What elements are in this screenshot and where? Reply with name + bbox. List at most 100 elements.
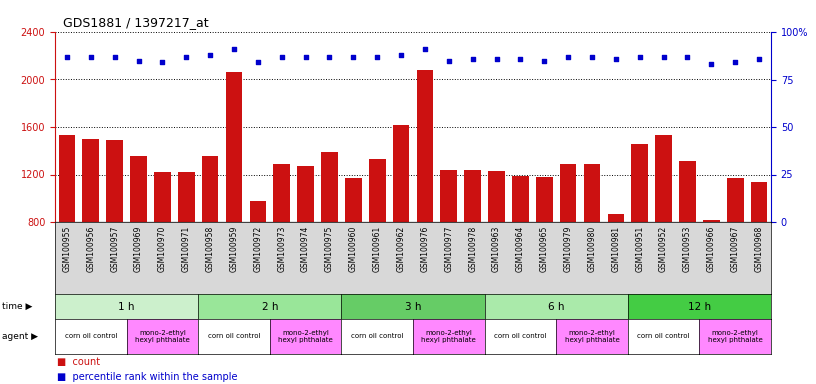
Point <box>442 58 455 64</box>
Point <box>705 61 718 67</box>
Text: 3 h: 3 h <box>405 301 421 311</box>
Bar <box>583 164 601 317</box>
Bar <box>512 176 529 317</box>
Point <box>275 54 288 60</box>
Point <box>251 59 264 65</box>
Text: 1 h: 1 h <box>118 301 135 311</box>
Text: corn oil control: corn oil control <box>208 333 260 339</box>
Point <box>370 54 384 60</box>
Bar <box>464 170 481 317</box>
Point <box>395 52 408 58</box>
Text: GSM100956: GSM100956 <box>86 226 95 272</box>
Bar <box>59 135 75 317</box>
Text: GSM100973: GSM100973 <box>277 226 286 272</box>
Bar <box>632 144 648 317</box>
Bar <box>106 140 123 317</box>
Text: mono-2-ethyl
hexyl phthalate: mono-2-ethyl hexyl phthalate <box>135 330 190 343</box>
Text: GSM100964: GSM100964 <box>516 226 525 272</box>
Bar <box>154 172 171 317</box>
Text: ■  percentile rank within the sample: ■ percentile rank within the sample <box>56 371 237 381</box>
Text: GSM100968: GSM100968 <box>755 226 764 272</box>
Point <box>610 56 623 62</box>
Point <box>729 59 742 65</box>
Text: GSM100953: GSM100953 <box>683 226 692 272</box>
Text: GSM100972: GSM100972 <box>253 226 263 272</box>
Bar <box>273 164 290 317</box>
Text: mono-2-ethyl
hexyl phthalate: mono-2-ethyl hexyl phthalate <box>565 330 619 343</box>
Bar <box>345 178 361 317</box>
Bar <box>655 135 672 317</box>
Text: GSM100967: GSM100967 <box>730 226 739 272</box>
Text: GSM100980: GSM100980 <box>588 226 596 272</box>
Point <box>514 56 527 62</box>
Text: GSM100976: GSM100976 <box>420 226 429 272</box>
Text: corn oil control: corn oil control <box>494 333 547 339</box>
Bar <box>727 178 743 317</box>
Bar <box>226 72 242 317</box>
Text: corn oil control: corn oil control <box>351 333 403 339</box>
Bar <box>488 171 505 317</box>
Text: 6 h: 6 h <box>548 301 565 311</box>
Point <box>109 54 122 60</box>
Text: GSM100969: GSM100969 <box>134 226 143 272</box>
Text: GSM100960: GSM100960 <box>348 226 358 272</box>
Text: mono-2-ethyl
hexyl phthalate: mono-2-ethyl hexyl phthalate <box>421 330 477 343</box>
Text: GSM100959: GSM100959 <box>229 226 238 272</box>
Point <box>60 54 73 60</box>
Bar <box>202 156 219 317</box>
Text: GSM100961: GSM100961 <box>373 226 382 272</box>
Point <box>633 54 646 60</box>
Text: GSM100963: GSM100963 <box>492 226 501 272</box>
Point <box>585 54 598 60</box>
Point <box>561 54 574 60</box>
Text: GSM100978: GSM100978 <box>468 226 477 272</box>
Text: GSM100951: GSM100951 <box>635 226 645 272</box>
Text: GSM100955: GSM100955 <box>63 226 72 272</box>
Bar <box>322 152 338 317</box>
Bar <box>131 156 147 317</box>
Text: mono-2-ethyl
hexyl phthalate: mono-2-ethyl hexyl phthalate <box>278 330 333 343</box>
Point <box>657 54 670 60</box>
Point <box>228 46 241 52</box>
Bar <box>560 164 576 317</box>
Text: GSM100966: GSM100966 <box>707 226 716 272</box>
Bar <box>536 177 552 317</box>
Point <box>132 58 145 64</box>
Text: GSM100971: GSM100971 <box>182 226 191 272</box>
Text: GSM100977: GSM100977 <box>444 226 454 272</box>
Text: GSM100965: GSM100965 <box>539 226 549 272</box>
Bar <box>679 161 696 317</box>
Point <box>156 59 169 65</box>
Point <box>299 54 313 60</box>
Bar <box>417 70 433 317</box>
Bar <box>297 166 314 317</box>
Text: time ▶: time ▶ <box>2 302 32 311</box>
Text: GSM100979: GSM100979 <box>564 226 573 272</box>
Text: GSM100952: GSM100952 <box>659 226 668 272</box>
Point <box>419 46 432 52</box>
Text: 2 h: 2 h <box>262 301 278 311</box>
Bar <box>250 200 266 317</box>
Text: corn oil control: corn oil control <box>64 333 117 339</box>
Point <box>180 54 193 60</box>
Bar <box>608 214 624 317</box>
Text: 12 h: 12 h <box>688 301 711 311</box>
Text: GSM100970: GSM100970 <box>158 226 167 272</box>
Bar <box>369 159 385 317</box>
Bar <box>751 182 767 317</box>
Text: GSM100958: GSM100958 <box>206 226 215 272</box>
Bar <box>82 139 100 317</box>
Text: GDS1881 / 1397217_at: GDS1881 / 1397217_at <box>63 17 209 30</box>
Point <box>204 52 217 58</box>
Text: GSM100975: GSM100975 <box>325 226 334 272</box>
Text: mono-2-ethyl
hexyl phthalate: mono-2-ethyl hexyl phthalate <box>707 330 763 343</box>
Point <box>466 56 479 62</box>
Bar <box>178 172 195 317</box>
Bar <box>392 125 410 317</box>
Text: GSM100957: GSM100957 <box>110 226 119 272</box>
Bar <box>441 170 457 317</box>
Point <box>681 54 694 60</box>
Text: ■  count: ■ count <box>56 356 100 366</box>
Point <box>84 54 97 60</box>
Text: GSM100974: GSM100974 <box>301 226 310 272</box>
